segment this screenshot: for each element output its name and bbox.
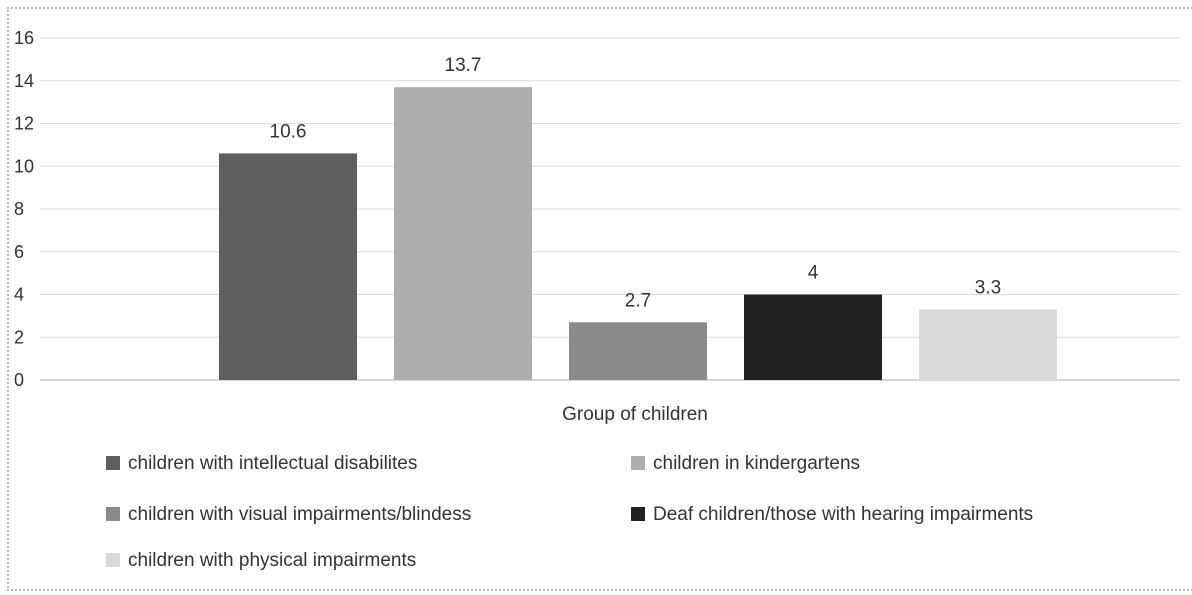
legend-item: children with visual impairments/blindes…	[106, 504, 471, 525]
bar-value-label: 2.7	[625, 290, 651, 311]
legend-swatch	[106, 507, 120, 521]
legend-item: children with physical impairments	[106, 550, 416, 571]
bar-1	[219, 153, 357, 380]
data-labels: 10.6 13.7 2.7 4 3.3	[270, 55, 1002, 311]
y-tick-label: 4	[14, 285, 24, 305]
legend-swatch	[106, 553, 120, 567]
legend-swatch	[106, 456, 120, 470]
y-tick-label: 0	[14, 370, 24, 390]
y-tick-label: 8	[14, 199, 24, 219]
x-axis-title: Group of children	[562, 404, 708, 425]
legend-label: children with visual impairments/blindes…	[128, 504, 471, 525]
legend-label: children in kindergartens	[653, 453, 860, 474]
y-axis-ticks: 0 2 4 6 8 10 12 14 16	[14, 28, 34, 390]
legend-label: children with physical impairments	[128, 550, 416, 571]
legend-label: Deaf children/those with hearing impairm…	[653, 504, 1033, 525]
legend-swatch	[631, 507, 645, 521]
bar-3	[569, 322, 707, 380]
bar-4	[744, 294, 882, 380]
chart-frame	[7, 7, 1192, 591]
y-tick-label: 2	[14, 327, 24, 347]
y-tick-label: 10	[14, 156, 34, 176]
bar-value-label: 4	[808, 263, 819, 284]
legend-label: children with intellectual disabilites	[128, 453, 417, 474]
bars	[219, 87, 1057, 380]
bar-value-label: 10.6	[270, 121, 307, 142]
legend-swatch	[631, 456, 645, 470]
y-tick-label: 14	[14, 71, 34, 91]
bar-5	[919, 309, 1057, 380]
legend: children with intellectual disabilites ch…	[106, 453, 1033, 571]
legend-item: children in kindergartens	[631, 453, 860, 474]
legend-item: Deaf children/those with hearing impairm…	[631, 504, 1033, 525]
bar-2	[394, 87, 532, 380]
y-tick-label: 12	[14, 114, 34, 134]
y-tick-label: 6	[14, 242, 24, 262]
legend-item: children with intellectual disabilites	[106, 453, 417, 474]
y-tick-label: 16	[14, 28, 34, 48]
bar-value-label: 3.3	[975, 277, 1001, 298]
bar-value-label: 13.7	[445, 55, 482, 76]
